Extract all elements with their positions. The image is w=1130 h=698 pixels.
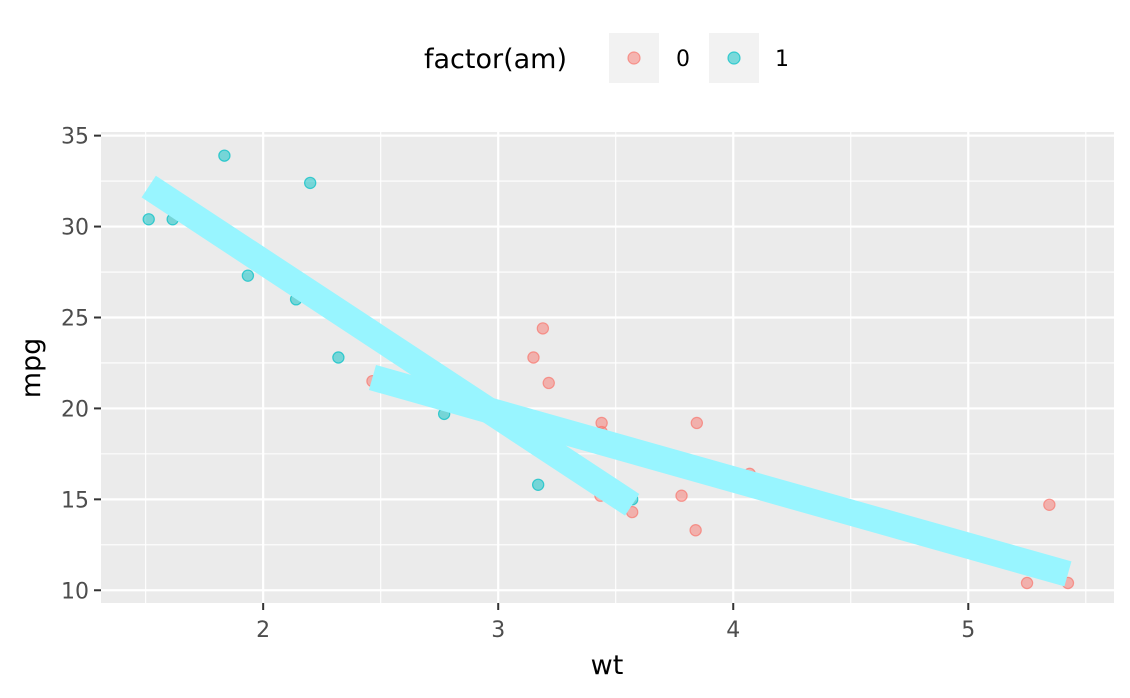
fit-line-am-1 bbox=[141, 175, 640, 516]
plot-panel bbox=[101, 132, 1114, 603]
legend-label-1: 1 bbox=[775, 47, 789, 72]
y-tick-label: 35 bbox=[61, 125, 89, 150]
legend-label-0: 0 bbox=[676, 47, 690, 72]
data-point-am-0 bbox=[690, 416, 704, 430]
fit-line-am-0 bbox=[368, 364, 1072, 587]
legend-key-0-point bbox=[627, 51, 641, 65]
fit-lines-layer bbox=[141, 175, 1072, 587]
legend-key-1-point bbox=[727, 51, 741, 65]
x-axis: 2 3 4 5 bbox=[256, 603, 975, 643]
y-tick-label: 20 bbox=[61, 397, 89, 422]
data-point-am-1 bbox=[218, 149, 231, 162]
x-axis-title: wt bbox=[591, 650, 624, 681]
y-tick-label: 15 bbox=[61, 488, 89, 513]
data-point-am-1 bbox=[241, 269, 255, 282]
data-point-am-0 bbox=[1043, 498, 1056, 511]
grid-major bbox=[101, 132, 1114, 603]
y-axis: 10 15 20 25 30 35 bbox=[61, 125, 101, 604]
data-point-am-1 bbox=[142, 213, 155, 226]
x-tick-label: 4 bbox=[726, 618, 740, 643]
x-tick-label: 5 bbox=[961, 618, 975, 643]
data-point-am-0 bbox=[1020, 576, 1034, 590]
legend-title: factor(am) bbox=[424, 44, 567, 75]
data-point-am-0 bbox=[675, 489, 688, 502]
y-tick-label: 10 bbox=[61, 579, 89, 604]
y-tick-label: 30 bbox=[61, 216, 89, 241]
data-point-am-0 bbox=[527, 351, 540, 364]
data-point-am-0 bbox=[536, 322, 550, 335]
data-point-am-1 bbox=[303, 176, 317, 190]
data-point-am-0 bbox=[542, 376, 555, 390]
legend: factor(am) 0 1 bbox=[424, 33, 789, 83]
data-point-am-1 bbox=[332, 351, 345, 364]
y-axis-title: mpg bbox=[16, 338, 47, 399]
data-point-am-0 bbox=[689, 524, 702, 537]
data-point-am-0 bbox=[595, 416, 608, 430]
data-point-am-1 bbox=[531, 478, 545, 491]
y-tick-label: 25 bbox=[61, 306, 89, 331]
x-tick-label: 2 bbox=[256, 618, 270, 643]
x-tick-label: 3 bbox=[491, 618, 505, 643]
